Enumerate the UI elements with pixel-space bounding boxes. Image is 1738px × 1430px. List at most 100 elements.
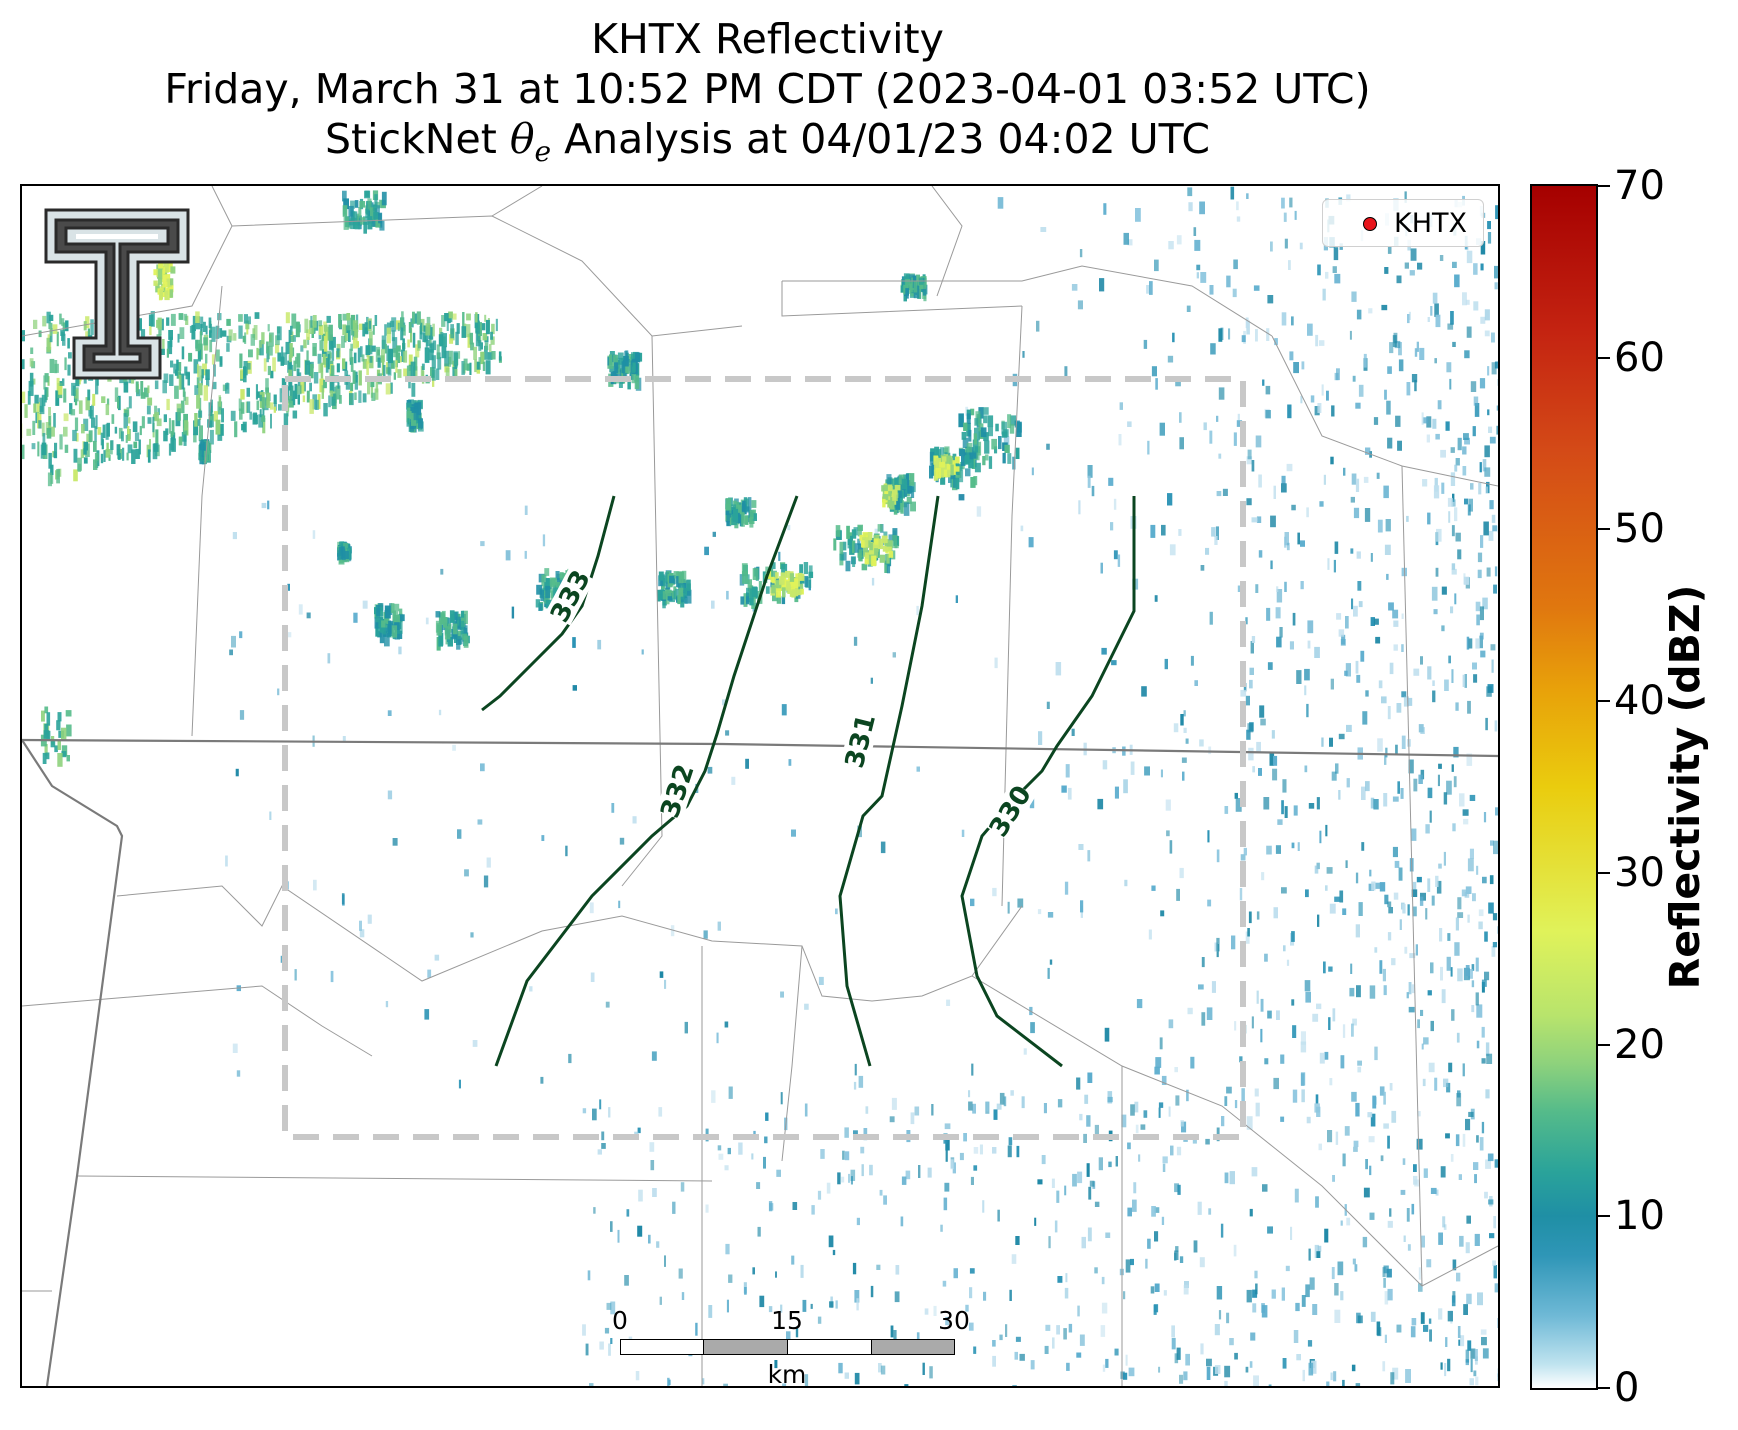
radar-echo — [470, 932, 474, 938]
radar-echo — [1473, 674, 1478, 683]
radar-echo — [342, 736, 346, 742]
radar-echo — [1187, 187, 1193, 197]
radar-echo — [1251, 1016, 1254, 1029]
radar-echo — [907, 284, 912, 294]
radar-echo — [329, 366, 333, 381]
radar-echo — [1105, 1232, 1111, 1238]
radar-echo — [608, 1107, 611, 1118]
radar-echo — [587, 1270, 591, 1281]
radar-echo — [992, 887, 997, 897]
radar-echo — [348, 329, 351, 342]
radar-echo — [664, 572, 669, 583]
radar-echo — [424, 347, 430, 363]
radar-echo — [1396, 275, 1402, 284]
radar-echo — [1457, 549, 1462, 560]
radar-echo — [442, 333, 447, 348]
radar-echo — [1241, 335, 1246, 343]
radar-echo — [1456, 1093, 1462, 1107]
radar-echo — [903, 474, 908, 483]
radar-echo — [369, 331, 373, 346]
radar-echo — [64, 444, 69, 453]
colorbar-tick-mark — [1598, 1043, 1610, 1046]
contour-label-331: 331 — [840, 711, 882, 771]
county-border — [76, 1175, 713, 1182]
radar-echo — [1389, 342, 1394, 354]
radar-echo — [1205, 1138, 1210, 1145]
radar-echo — [897, 484, 902, 498]
radar-echo — [1487, 232, 1492, 244]
radar-echo — [1012, 1385, 1017, 1386]
radar-echo — [238, 398, 242, 411]
county-border — [191, 285, 223, 737]
radar-echo — [462, 312, 465, 328]
radar-echo — [768, 1201, 773, 1212]
radar-echo — [1383, 1278, 1386, 1288]
radar-echo — [1247, 723, 1254, 733]
radar-echo — [245, 320, 250, 330]
radar-echo — [221, 408, 224, 423]
radar-echo — [1118, 434, 1122, 446]
radar-echo — [48, 314, 54, 321]
radar-echo — [1064, 881, 1069, 895]
radar-echo — [1100, 562, 1103, 574]
radar-echo — [247, 363, 251, 370]
radar-echo — [1401, 691, 1407, 698]
radar-echo — [1309, 1277, 1315, 1290]
radar-echo — [1236, 420, 1243, 427]
radar-echo — [1476, 1135, 1479, 1143]
radar-echo — [161, 348, 165, 355]
radar-echo — [818, 976, 824, 985]
radar-echo — [303, 339, 307, 349]
radar-echo — [1275, 845, 1281, 854]
radar-echo — [390, 603, 395, 613]
radar-echo — [1273, 907, 1278, 919]
radar-echo — [452, 744, 456, 751]
radar-echo — [946, 462, 952, 470]
radar-echo — [1401, 735, 1406, 749]
radar-echo — [91, 417, 96, 428]
radar-echo — [748, 497, 752, 511]
radar-echo — [746, 593, 750, 603]
radar-echo — [1224, 1380, 1228, 1386]
radar-echo — [1418, 774, 1423, 784]
radar-echo — [149, 323, 152, 336]
radar-echo — [1008, 1137, 1013, 1146]
radar-echo — [631, 352, 635, 366]
radar-echo — [853, 527, 858, 536]
radar-echo — [1388, 907, 1393, 914]
radar-echo — [1418, 1283, 1423, 1292]
radar-echo — [681, 1292, 685, 1300]
county-border — [621, 335, 663, 887]
radar-echo — [1353, 1140, 1359, 1147]
radar-echo — [438, 709, 442, 716]
radar-echo — [905, 278, 911, 286]
radar-echo — [1423, 1168, 1428, 1178]
radar-echo — [1192, 1137, 1197, 1144]
radar-echo — [589, 1383, 594, 1386]
radar-echo — [373, 212, 379, 220]
radar-echo — [1365, 781, 1370, 792]
radar-echo — [756, 1182, 761, 1189]
radar-echo — [1317, 914, 1320, 927]
radar-echo — [1363, 476, 1369, 483]
radar-echo — [42, 315, 47, 327]
radar-echo — [1314, 646, 1320, 658]
radar-echo — [166, 348, 169, 358]
map-panel[interactable]: 333 332 331 330 KHTX 0 15 30 km — [20, 184, 1500, 1388]
radar-echo — [179, 327, 185, 339]
radar-echo — [393, 348, 397, 358]
radar-echo — [1420, 1009, 1424, 1016]
radar-echo — [780, 991, 784, 998]
radar-echo — [862, 532, 869, 539]
radar-echo — [461, 633, 467, 640]
radar-echo — [1453, 776, 1457, 788]
radar-echo — [1154, 595, 1158, 602]
radar-echo — [1286, 463, 1293, 472]
radar-echo — [1394, 860, 1400, 868]
radar-echo — [154, 380, 159, 390]
radar-echo — [626, 1209, 630, 1217]
radar-echo — [44, 387, 47, 403]
radar-echo — [195, 311, 200, 323]
radar-echo — [738, 515, 744, 524]
radar-echo — [1224, 806, 1229, 814]
